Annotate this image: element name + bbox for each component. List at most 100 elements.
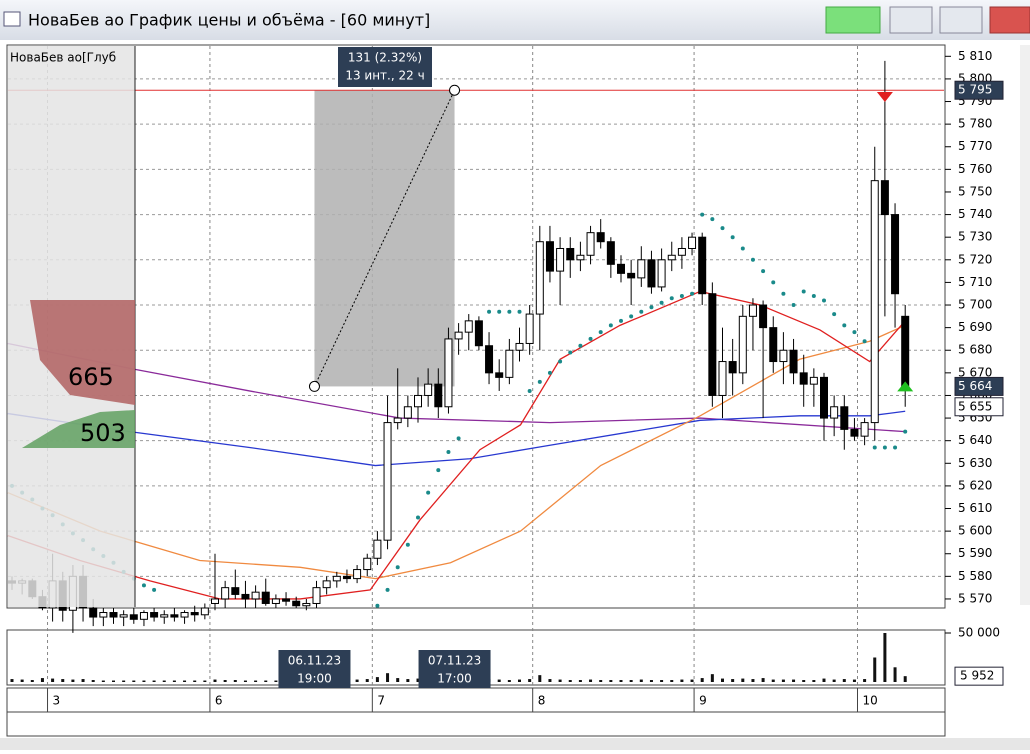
candle-body bbox=[160, 614, 169, 618]
volume-bar bbox=[40, 678, 44, 682]
candle-body bbox=[332, 575, 341, 582]
volume-bar bbox=[193, 680, 197, 682]
sar-dot bbox=[405, 542, 410, 547]
sar-dot bbox=[598, 330, 603, 335]
candle-body bbox=[99, 612, 108, 618]
candle-body bbox=[820, 376, 828, 419]
sar-dot bbox=[690, 291, 695, 296]
candle-body bbox=[282, 598, 291, 602]
volume-bar bbox=[416, 678, 420, 682]
minimize-button[interactable] bbox=[889, 6, 933, 34]
volume-bar bbox=[863, 679, 867, 682]
candle-body bbox=[119, 614, 128, 618]
candle-body bbox=[677, 247, 686, 256]
day-label: 6 bbox=[215, 694, 223, 708]
candle-body bbox=[566, 247, 575, 261]
y-tick-label: 5 750 bbox=[958, 184, 992, 198]
moving-average bbox=[7, 290, 906, 600]
close-button[interactable] bbox=[989, 6, 1030, 34]
volume-bar bbox=[873, 657, 877, 682]
volume-bar bbox=[71, 679, 75, 682]
sar-dot bbox=[842, 323, 847, 328]
time-tooltip bbox=[278, 650, 351, 688]
candle-body bbox=[891, 214, 900, 295]
measure-handle bbox=[308, 380, 320, 392]
volume-bar bbox=[243, 680, 247, 682]
volume-bar bbox=[852, 679, 856, 682]
volume-bar bbox=[832, 679, 836, 682]
sar-dot bbox=[791, 303, 796, 308]
volume-bar bbox=[183, 680, 187, 682]
sar-dot bbox=[446, 449, 451, 454]
candle-body bbox=[769, 327, 778, 363]
empty-row bbox=[6, 711, 946, 737]
candle-body bbox=[718, 361, 727, 396]
volume-bar bbox=[61, 679, 65, 682]
candle-body bbox=[363, 557, 372, 571]
sar-dot bbox=[801, 289, 806, 294]
candle-body bbox=[89, 607, 98, 618]
candle-body bbox=[657, 259, 666, 288]
candle-body bbox=[637, 259, 646, 279]
sar-dot bbox=[375, 603, 380, 608]
volume-bar bbox=[81, 679, 85, 682]
volume-bar bbox=[274, 680, 278, 682]
date-axis bbox=[6, 687, 946, 713]
measure-label: 13 инт., 22 ч bbox=[345, 69, 424, 83]
volume-bar bbox=[842, 679, 846, 682]
volume-bar bbox=[162, 680, 166, 682]
volume-bar bbox=[781, 679, 785, 682]
volume-bar bbox=[518, 679, 521, 682]
volume-bar bbox=[375, 677, 379, 682]
volume-bar bbox=[497, 679, 501, 682]
scrollbar[interactable] bbox=[0, 738, 1030, 750]
volume-bar bbox=[721, 678, 724, 682]
ask-total: 665 bbox=[68, 363, 114, 391]
sar-dot bbox=[669, 296, 674, 301]
candle-body bbox=[221, 587, 230, 600]
tooltip-date: 06.11.23 bbox=[288, 654, 341, 668]
volume-bar bbox=[355, 679, 359, 682]
y-tick-label: 5 730 bbox=[958, 230, 992, 244]
sar-dot bbox=[649, 305, 654, 310]
day-label: 10 bbox=[862, 694, 877, 708]
volume-bar bbox=[365, 679, 369, 682]
volume-bar bbox=[599, 680, 603, 682]
candle-body bbox=[728, 361, 737, 374]
volume-bar bbox=[142, 680, 146, 682]
tooltip-time: 17:00 bbox=[437, 672, 472, 686]
volume-bar bbox=[609, 680, 613, 682]
sar-dot bbox=[882, 445, 887, 450]
candle-body bbox=[200, 607, 209, 616]
y-tick-label: 5 810 bbox=[958, 49, 992, 63]
volume-bar bbox=[386, 673, 390, 682]
maximize-button[interactable] bbox=[939, 6, 983, 34]
y-tick-label: 5 680 bbox=[958, 343, 992, 357]
volume-bar bbox=[751, 679, 755, 682]
candle-body bbox=[545, 241, 554, 272]
sar-dot bbox=[456, 436, 461, 441]
y-tick-label: 5 600 bbox=[958, 524, 992, 538]
y-tick-label: 5 670 bbox=[958, 365, 992, 379]
volume-bar bbox=[101, 680, 105, 682]
volume-bar bbox=[710, 674, 714, 682]
sar-dot bbox=[558, 359, 563, 364]
candle-body bbox=[738, 315, 747, 374]
volume-bar bbox=[172, 680, 176, 682]
link-button[interactable] bbox=[825, 6, 881, 34]
v-scrollbar[interactable] bbox=[1020, 45, 1030, 605]
sar-dot bbox=[781, 291, 786, 296]
candle-body bbox=[606, 241, 615, 265]
moving-average bbox=[7, 324, 906, 580]
candle-body bbox=[779, 349, 788, 363]
volume-bar bbox=[406, 679, 410, 682]
sar-dot bbox=[537, 379, 542, 384]
volume-bar bbox=[761, 678, 765, 682]
volume-bar bbox=[639, 679, 643, 682]
volume-bar bbox=[578, 680, 582, 682]
candle-body bbox=[251, 591, 260, 600]
price-label: 5 795 bbox=[958, 83, 992, 97]
volume-bar bbox=[112, 680, 115, 682]
